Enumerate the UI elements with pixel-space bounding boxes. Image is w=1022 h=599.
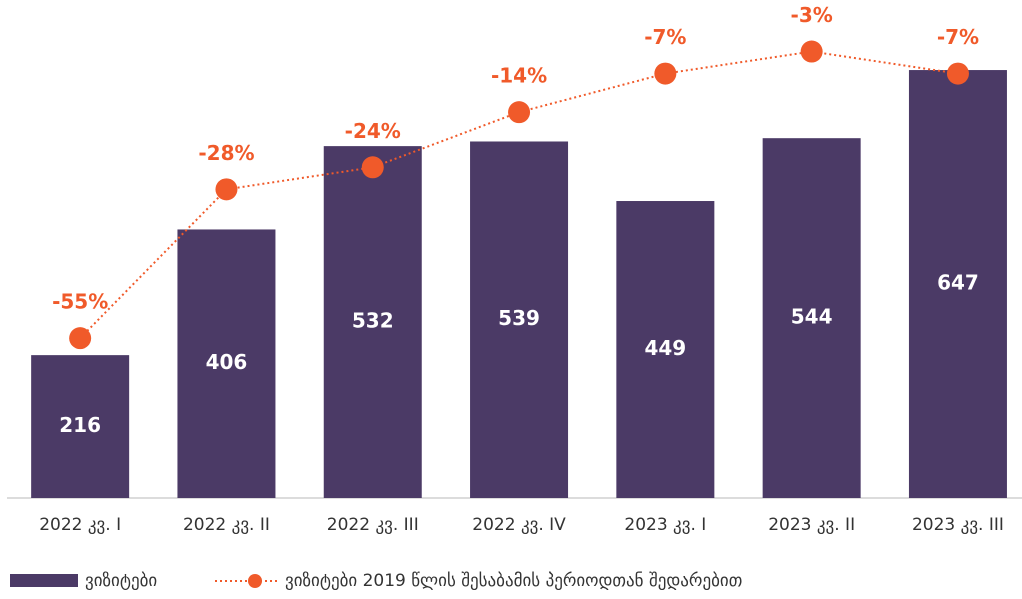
- line-value-label: -55%: [52, 290, 108, 314]
- line-value-label: -7%: [644, 25, 686, 49]
- line-point: [946, 62, 969, 85]
- line-value-label: -28%: [198, 141, 254, 165]
- bar: [470, 141, 569, 499]
- line-value-label: -7%: [937, 25, 979, 49]
- line-value-label: -3%: [791, 3, 833, 27]
- legend-swatch: [10, 574, 78, 587]
- line-point: [69, 327, 92, 350]
- bar-value-label: 647: [937, 271, 979, 295]
- line-point: [215, 178, 238, 201]
- x-tick-label: 2023 კვ. II: [768, 515, 855, 535]
- bar: [762, 138, 861, 498]
- bar-value-label: 532: [352, 309, 394, 333]
- bar-value-label: 449: [644, 336, 686, 360]
- line-value-label: -14%: [491, 64, 547, 88]
- x-tick-label: 2022 კვ. II: [183, 515, 270, 535]
- x-tick-label: 2022 კვ. IV: [472, 515, 566, 535]
- legend-label: ვიზიტები 2019 წლის შესაბამის პერიოდთან შ…: [285, 571, 742, 591]
- legend-swatch-marker: [248, 574, 262, 588]
- bar: [177, 229, 276, 498]
- line-point: [654, 62, 677, 85]
- bar-value-label: 544: [791, 305, 833, 329]
- bar: [616, 201, 715, 499]
- bar-value-label: 406: [206, 350, 248, 374]
- line-value-label: -24%: [345, 119, 401, 143]
- x-tick-label: 2022 კვ. III: [327, 515, 419, 535]
- bar: [323, 146, 422, 498]
- line-point: [800, 40, 823, 63]
- x-tick-label: 2023 კვ. III: [912, 515, 1004, 535]
- line-point: [361, 156, 384, 179]
- bar: [31, 355, 130, 498]
- bar-value-label: 216: [59, 413, 101, 437]
- line-point: [508, 101, 531, 124]
- bar: [908, 70, 1007, 498]
- x-tick-label: 2022 კვ. I: [39, 515, 121, 535]
- x-tick-label: 2023 კვ. I: [624, 515, 706, 535]
- legend-label: ვიზიტები: [85, 571, 157, 591]
- bar-value-label: 539: [498, 306, 540, 330]
